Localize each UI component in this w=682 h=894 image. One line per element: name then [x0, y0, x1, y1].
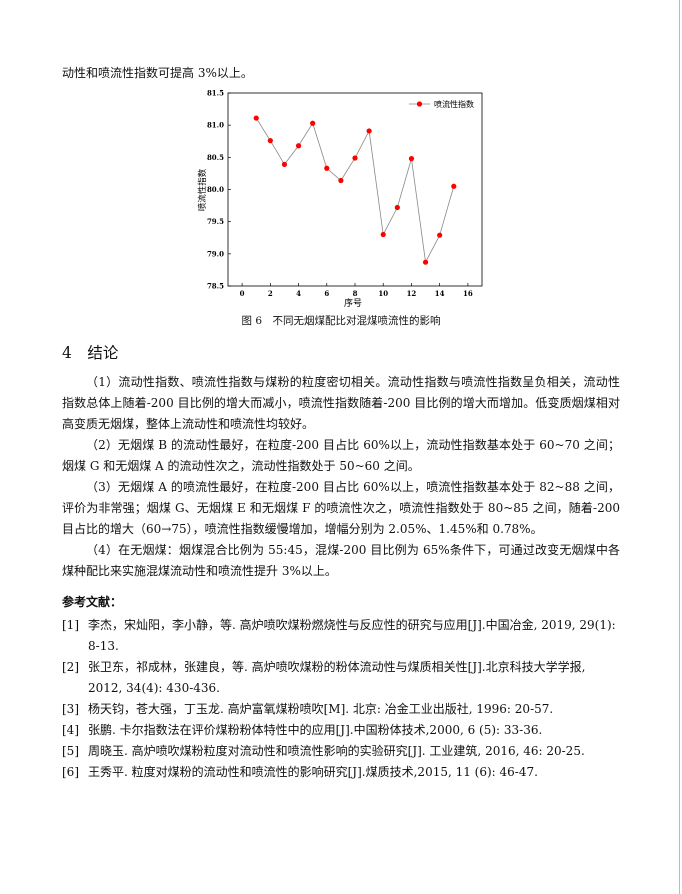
- chart-axes: 0 2 4 6 8 10 12 14 16 78.5 79.0 79.5 80.0 80.5 81.0 81.…: [207, 89, 483, 298]
- reference-text: 张鹏. 卡尔指数法在评价煤粉粉体特性中的应用[J].中国粉体技术,2000, 6…: [88, 723, 543, 737]
- y-axis-label: 喷流性指数: [197, 168, 208, 211]
- y-tick-label: 80.0: [207, 185, 224, 194]
- y-tick-label: 79.0: [207, 249, 224, 258]
- paragraph: （3）无烟煤 A 的喷流性最好，在粒度-200 目占比 60%以上，喷流性指数基…: [62, 480, 620, 536]
- data-point: [394, 204, 400, 211]
- reference-number: [4]: [62, 723, 79, 737]
- reference-text: 周晓玉. 高炉喷吹煤粉粒度对流动性和喷流性影响的实验研究[J]. 工业建筑, 2…: [88, 744, 585, 758]
- data-point: [366, 128, 372, 134]
- data-point: [451, 183, 457, 189]
- data-point: [437, 232, 443, 238]
- references: 参考文献： [1] 李杰，宋灿阳，李小静，等. 高炉喷吹煤粉燃烧性与反应性的研究与…: [62, 592, 622, 783]
- figure-caption: 图 6 不同无烟煤配比对混煤喷流性的影响: [241, 315, 441, 327]
- reference-item: [4] 张鹏. 卡尔指数法在评价煤粉粉体特性中的应用[J].中国粉体技术,2000…: [62, 720, 622, 741]
- paragraph: （4）在无烟煤：烟煤混合比例为 55:45，混煤-200 目比例为 65%条件下…: [62, 543, 620, 578]
- data-point: [338, 177, 344, 184]
- section-heading: 4 结论: [62, 344, 119, 362]
- legend-label: 喷流性指数: [434, 99, 474, 109]
- reference-text: 杨天钧，苍大强，丁玉龙. 高炉富氧煤粉喷吹[M]. 北京: 冶金工业出版社, 1…: [88, 702, 554, 716]
- x-tick-label: 0: [240, 289, 245, 298]
- y-tick-label: 78.5: [207, 282, 224, 291]
- data-point: [324, 165, 330, 171]
- reference-item: [3] 杨天钧，苍大强，丁玉龙. 高炉富氧煤粉喷吹[M]. 北京: 冶金工业出版社…: [62, 699, 622, 720]
- x-tick-label: 6: [324, 289, 329, 298]
- x-axis-label: 序号: [344, 297, 362, 309]
- y-tick-label: 79.5: [207, 217, 224, 226]
- paragraph: （2）无烟煤 B 的流动性最好，在粒度-200 目占比 60%以上，流动性指数基…: [62, 438, 620, 473]
- reference-item: [2] 张卫东，祁成林，张建良，等. 高炉喷吹煤粉的粉体流动性与煤质相关性[J].…: [62, 657, 622, 699]
- x-tick-label: 12: [407, 289, 417, 298]
- reference-text: 李杰，宋灿阳，李小静，等. 高炉喷吹煤粉燃烧性与反应性的研究与应用[J].中国冶…: [88, 618, 616, 653]
- intro-line: 动性和喷流性指数可提高 3%以上。: [62, 66, 253, 80]
- y-tick-label: 81.5: [207, 89, 224, 98]
- x-tick-label: 14: [435, 289, 445, 298]
- figure-chart: 0 2 4 6 8 10 12 14 16 78.5 79.0 79.5 80.0 80.5 81.0 81.…: [197, 89, 483, 309]
- reference-text: 王秀平. 粒度对煤粉的流动性和喷流性的影响研究[J].煤质技术,2015, 11…: [88, 765, 538, 779]
- x-tick-label: 2: [268, 289, 273, 298]
- y-tick-label: 80.5: [207, 153, 224, 162]
- reference-number: [6]: [62, 765, 79, 779]
- conclusion-body: （1）流动性指数、喷流性指数与煤粉的粒度密切相关。流动性指数与喷流性指数呈负相关…: [62, 372, 620, 582]
- reference-item: [6] 王秀平. 粒度对煤粉的流动性和喷流性的影响研究[J].煤质技术,2015,…: [62, 762, 622, 783]
- data-point: [352, 155, 358, 161]
- data-point: [267, 138, 273, 144]
- chart-marks: [253, 115, 457, 265]
- reference-number: [2]: [62, 660, 79, 674]
- reference-item: [5] 周晓玉. 高炉喷吹煤粉粒度对流动性和喷流性影响的实验研究[J]. 工业建筑…: [62, 741, 622, 762]
- x-tick-label: 8: [353, 289, 358, 298]
- data-point: [295, 143, 302, 149]
- reference-text: 张卫东，祁成林，张建良，等. 高炉喷吹煤粉的粉体流动性与煤质相关性[J].北京科…: [88, 660, 586, 695]
- x-tick-label: 16: [463, 289, 473, 298]
- data-point: [310, 120, 316, 126]
- series-line: [255, 117, 455, 264]
- data-point: [408, 156, 415, 162]
- reference-number: [5]: [62, 744, 79, 758]
- data-point: [281, 161, 288, 168]
- reference-number: [3]: [62, 702, 79, 716]
- plot-frame: [227, 92, 483, 287]
- page-edge: [679, 0, 680, 894]
- paragraph: （1）流动性指数、喷流性指数与煤粉的粒度密切相关。流动性指数与喷流性指数呈负相关…: [62, 375, 620, 431]
- x-tick-label: 4: [296, 289, 301, 298]
- data-point: [253, 115, 259, 121]
- legend: 喷流性指数: [409, 99, 474, 109]
- y-tick-label: 81.0: [207, 121, 224, 130]
- data-point: [380, 231, 386, 238]
- reference-item: [1] 李杰，宋灿阳，李小静，等. 高炉喷吹煤粉燃烧性与反应性的研究与应用[J].…: [62, 615, 622, 657]
- references-heading: 参考文献：: [62, 595, 123, 609]
- data-point: [422, 259, 429, 265]
- x-tick-label: 10: [378, 289, 388, 298]
- reference-number: [1]: [62, 618, 79, 632]
